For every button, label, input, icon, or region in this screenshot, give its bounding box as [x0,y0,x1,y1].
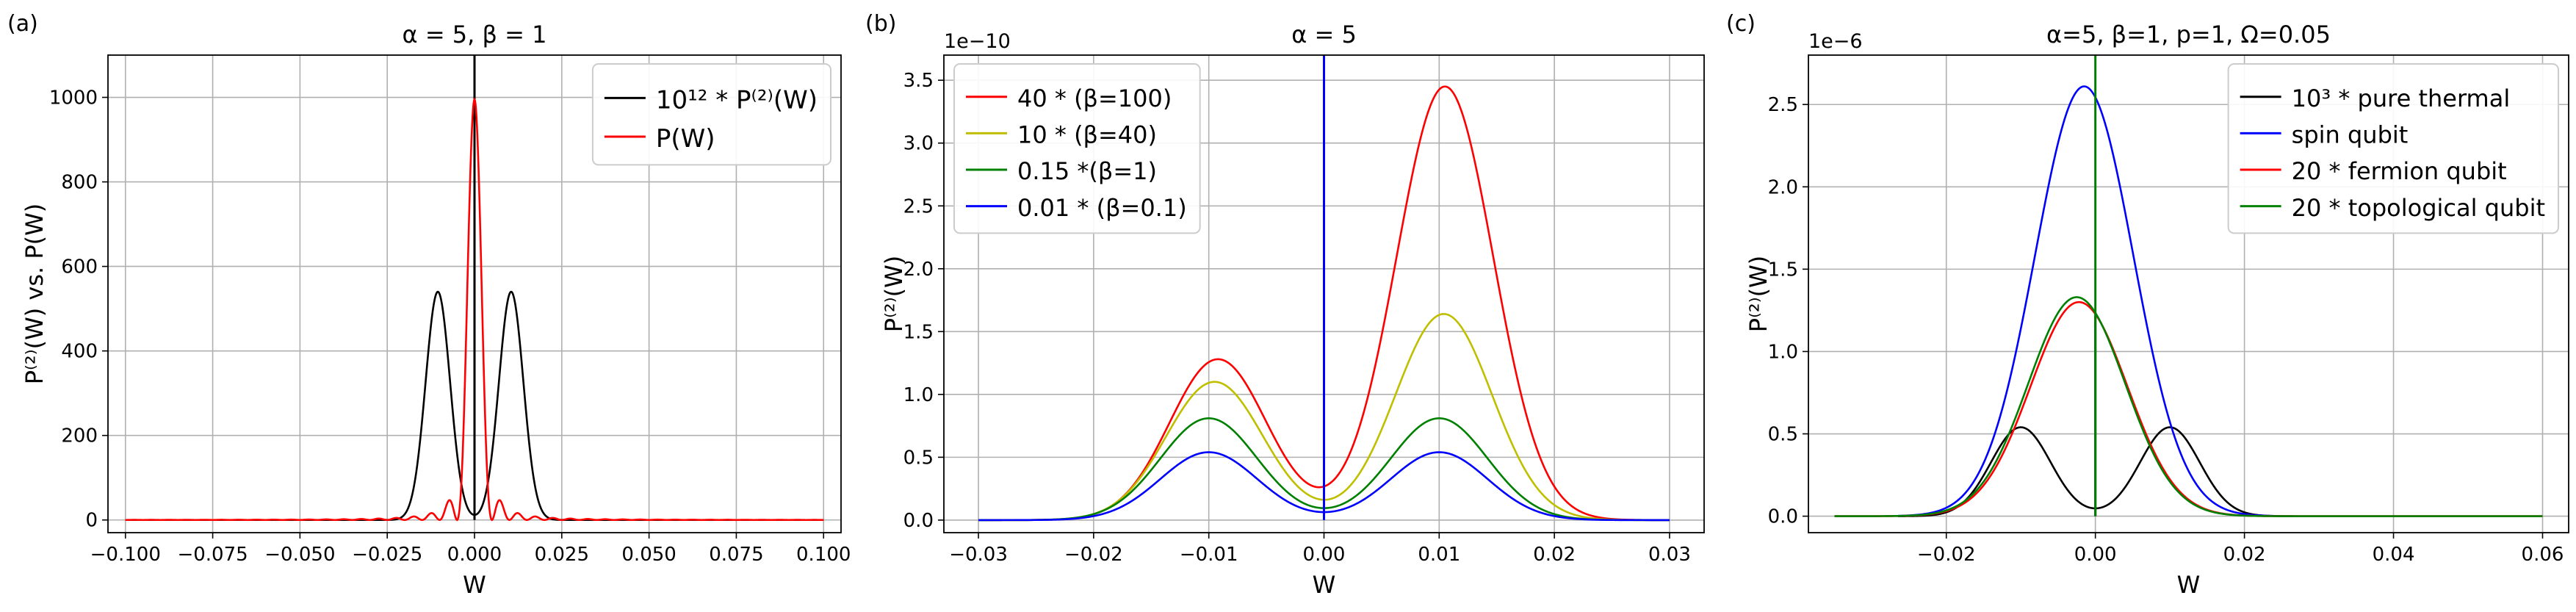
panel-label: (c) [1726,11,1756,37]
axes-frame [1808,54,2569,533]
legend-item: 0.15 *(β=1) [966,157,1157,185]
x-tick-label: −0.050 [264,544,335,566]
y-tick-label: 800 [61,172,98,194]
y-axis-label: P⁽²⁾(W) vs. P(W) [21,204,48,384]
y-tick-label: 3.5 [903,70,934,92]
legend-box [953,63,1201,234]
x-axis-label: W [1313,571,1336,599]
x-tick-label: −0.01 [1180,544,1238,566]
x-tick-label: 0.03 [1648,544,1691,566]
legend-label: 20 * fermion qubit [2292,157,2507,185]
y-tick-label: 200 [61,425,98,447]
legend-label: 20 * topological qubit [2292,194,2545,222]
chart-title: α = 5 [1291,21,1357,48]
legend-item: 40 * (β=100) [966,84,1172,112]
panels: (a) α = 5, β = 1 −0.100 −0.075 −0.050 −0.025 0… [7,11,2569,599]
chart-panel-1: (a) α = 5, β = 1 −0.100 −0.075 −0.050 −0.025 0… [7,11,851,599]
legend-item: 10³ * pure thermal [2240,84,2511,112]
legend-label: spin qubit [2292,121,2409,149]
y-axis-label: P⁽²⁾(W) [880,256,908,332]
series-line-4 [1834,296,2543,517]
legend-box [591,63,831,166]
y-tick-label: 3.0 [903,133,934,155]
legend-label: 10 * (β=40) [1017,121,1157,149]
x-tick-label: 0.075 [709,544,763,566]
axis-offset-text: 1e−6 [1808,30,1863,53]
panel-label: (a) [7,11,38,37]
x-tick-label: −0.02 [1064,544,1123,566]
x-tick-label: 0.100 [796,544,851,566]
legend-item: P(W) [604,124,715,154]
y-tick-label: 1.5 [903,321,934,343]
y-tick-label: 400 [61,341,98,363]
x-tick-label: −0.100 [90,544,161,566]
x-tick-label: 0.04 [2373,544,2415,566]
x-tick-label: 0.01 [1418,544,1460,566]
panel-label: (b) [865,11,896,37]
legend-label: 0.15 *(β=1) [1017,157,1157,185]
legend-label: 10¹² * P⁽²⁾(W) [656,85,818,115]
legend-label: 40 * (β=100) [1017,84,1172,112]
legend: 40 * (β=100) 10 * (β=40) 0.15 *(β=1) 0.01 *… [953,63,1201,234]
y-tick-label: 0.5 [1768,424,1798,446]
x-tick-label: 0.00 [1303,544,1346,566]
x-tick-label: 0.02 [2223,544,2266,566]
plot-area [125,55,824,522]
x-tick-label: 0.000 [447,544,502,566]
legend-item: 10 * (β=40) [966,121,1157,149]
y-tick-label: 0.0 [1768,506,1798,528]
axes-frame [943,54,1705,533]
chart-title: α=5, β=1, p=1, Ω=0.05 [2046,21,2331,48]
y-tick-label: 2.0 [903,259,934,281]
legend: 10¹² * P⁽²⁾(W) P(W) [591,63,831,166]
x-axis-label: W [463,571,486,599]
series-line-2 [1897,85,2275,517]
x-tick-label: −0.075 [177,544,248,566]
y-tick-label: 2.5 [903,195,934,217]
y-tick-label: 2.5 [1768,94,1798,116]
legend-item: 0.01 * (β=0.1) [966,194,1187,222]
legend: 10³ * pure thermal spin qubit 20 * fermion… [2227,63,2559,234]
y-tick-label: 0.5 [903,447,934,469]
plot-area [1834,55,2543,517]
x-tick-label: 0.02 [1533,544,1576,566]
axis-offset-text: 1e−10 [944,30,1011,53]
x-tick-label: 0.06 [2522,544,2564,566]
y-tick-label: 2.0 [1768,176,1798,198]
x-tick-label: −0.02 [1917,544,1976,566]
chart-panel-2: (b) α = 51e−10−0.03 −0.02 −0.01 0.00 0.01 0.02… [865,11,1705,599]
chart-title: α = 5, β = 1 [403,21,547,48]
x-tick-label: 0.050 [621,544,676,566]
x-tick-label: −0.025 [352,544,422,566]
series-line-2 [125,97,824,522]
y-tick-label: 600 [61,256,98,278]
chart-panel-3: (c) α=5, β=1, p=1, Ω=0.05 1e−6 −0.02 0.00 0.0… [1726,11,2569,599]
y-tick-label: 0 [85,510,98,532]
legend-item: 20 * topological qubit [2240,194,2545,222]
y-axis-label: P⁽²⁾(W) [1745,256,1772,332]
y-tick-label: 1.5 [1768,259,1798,281]
legend-item: spin qubit [2240,121,2409,149]
legend-box [2227,63,2559,234]
legend-item: 10¹² * P⁽²⁾(W) [604,85,818,115]
plot-area [978,55,1670,522]
x-axis-label: W [2177,571,2201,599]
legend-label: 0.01 * (β=0.1) [1017,194,1187,222]
x-tick-label: −0.03 [949,544,1008,566]
axes-frame [107,54,842,533]
legend-item: 20 * fermion qubit [2240,157,2507,185]
y-tick-label: 1.0 [1768,341,1798,363]
y-tick-label: 1000 [49,87,98,109]
x-tick-label: 0.00 [2074,544,2117,566]
legend-label: P(W) [656,124,715,154]
x-tick-label: 0.025 [535,544,589,566]
y-tick-label: 1.0 [903,384,934,406]
legend-label: 10³ * pure thermal [2292,84,2511,112]
y-tick-label: 0.0 [903,510,934,532]
